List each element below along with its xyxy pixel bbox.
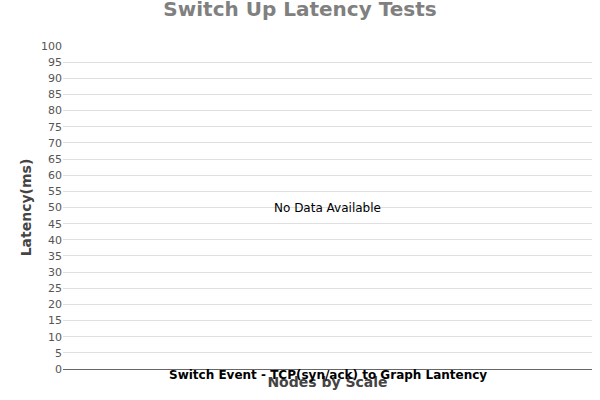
svg-text:75: 75 bbox=[48, 121, 62, 134]
svg-text:35: 35 bbox=[48, 250, 62, 263]
svg-text:10: 10 bbox=[48, 331, 62, 344]
svg-text:15: 15 bbox=[48, 314, 62, 327]
svg-text:25: 25 bbox=[48, 282, 62, 295]
svg-text:60: 60 bbox=[48, 169, 62, 182]
svg-text:40: 40 bbox=[48, 234, 62, 247]
svg-text:80: 80 bbox=[48, 104, 62, 117]
svg-text:70: 70 bbox=[48, 137, 62, 150]
svg-text:100: 100 bbox=[41, 40, 62, 53]
svg-text:Nodes by Scale: Nodes by Scale bbox=[267, 374, 387, 390]
svg-text:45: 45 bbox=[48, 218, 62, 231]
svg-text:0: 0 bbox=[55, 363, 62, 376]
svg-text:50: 50 bbox=[48, 201, 62, 214]
svg-text:Switch Event - TCP(syn/ack) to: Switch Event - TCP(syn/ack) to Graph Lan… bbox=[169, 368, 487, 382]
svg-text:Latency(ms): Latency(ms) bbox=[18, 159, 34, 257]
svg-text:85: 85 bbox=[48, 88, 62, 101]
svg-text:55: 55 bbox=[48, 185, 62, 198]
svg-text:90: 90 bbox=[48, 72, 62, 85]
svg-text:30: 30 bbox=[48, 266, 62, 279]
svg-text:Switch Up Latency Tests: Switch Up Latency Tests bbox=[163, 0, 436, 21]
svg-text:65: 65 bbox=[48, 153, 62, 166]
svg-text:No Data Available: No Data Available bbox=[274, 201, 381, 215]
svg-text:5: 5 bbox=[55, 347, 62, 360]
svg-text:95: 95 bbox=[48, 56, 62, 69]
svg-text:20: 20 bbox=[48, 298, 62, 311]
